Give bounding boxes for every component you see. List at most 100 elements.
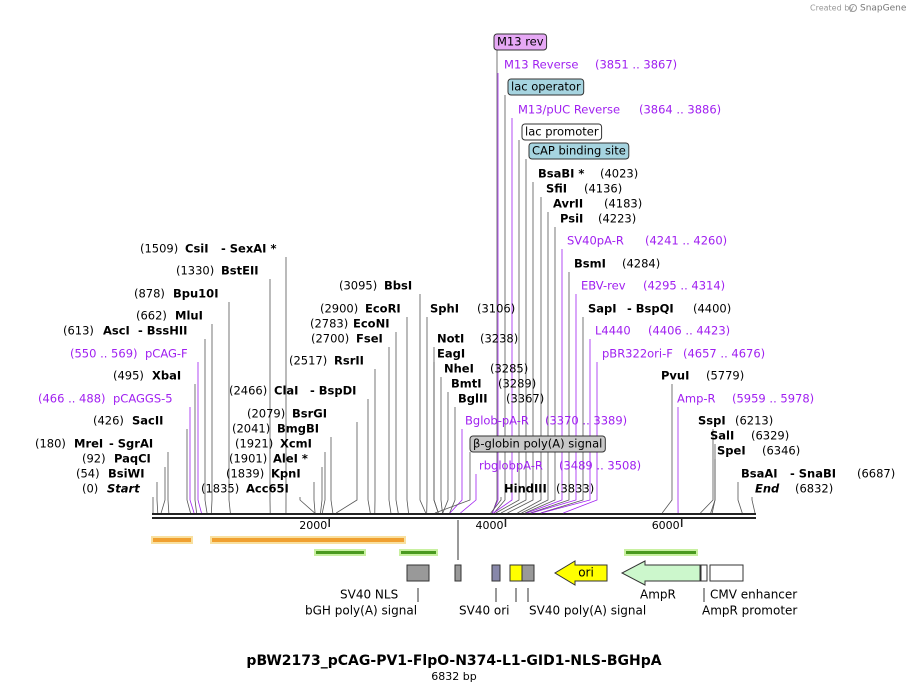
site-name-alt: - BspQI xyxy=(627,302,674,316)
axis-tick-label: 4000 xyxy=(475,519,503,532)
site-name: SphI xyxy=(430,302,459,316)
site-name: HindIII xyxy=(504,482,547,496)
feature-name: β-globin poly(A) signal xyxy=(473,437,602,451)
primer-name: L4440 xyxy=(595,324,631,338)
site-location: (495) xyxy=(113,369,144,383)
site-location: (3285) xyxy=(490,362,528,376)
feature-arrows xyxy=(151,520,744,602)
site-line xyxy=(737,482,743,514)
site-line xyxy=(320,467,323,514)
site-location: (2900) xyxy=(320,302,358,316)
feature-box xyxy=(521,123,603,141)
site-line xyxy=(460,474,477,514)
site-location: (6832) xyxy=(795,482,833,496)
site-name: BbsI xyxy=(384,279,412,293)
site-location: (3238) xyxy=(480,332,518,346)
site-location: (4406 .. 4423) xyxy=(648,324,730,338)
site-line xyxy=(395,332,399,514)
feature-label: bGH poly(A) signal xyxy=(305,604,417,618)
site-name: PsiI xyxy=(560,212,583,226)
feature-label: ori xyxy=(578,566,594,580)
site-name: Bpu10I xyxy=(173,287,218,301)
site-name: PaqCI xyxy=(114,452,151,466)
axis-tick-label: 2000 xyxy=(299,519,327,532)
site-location: (4400) xyxy=(693,302,731,316)
site-location: (1901) xyxy=(229,452,267,466)
site-location: (4295 .. 4314) xyxy=(643,279,725,293)
primer-name: rbglobpA-R xyxy=(479,459,543,473)
site-name: BglII xyxy=(458,392,488,406)
site-name: EcoNI xyxy=(353,317,389,331)
site-name: SapI xyxy=(588,302,617,316)
site-location: (92) xyxy=(82,452,106,466)
site-line xyxy=(700,429,714,514)
site-line xyxy=(521,212,549,514)
site-line xyxy=(530,272,570,514)
feature-label: CMV enhancer xyxy=(710,588,797,602)
feature-name: M13 rev xyxy=(497,35,544,49)
site-location: (1921) xyxy=(235,437,273,451)
site-name: BsaBI * xyxy=(538,167,584,181)
site-location: (466 .. 488) xyxy=(38,392,106,406)
feature-box xyxy=(493,33,548,51)
site-line xyxy=(507,182,534,514)
site-line xyxy=(495,140,520,514)
site-location: (1839) xyxy=(226,467,264,481)
primer-name: M13/pUC Reverse xyxy=(518,103,620,117)
credit-brand: SnapGene xyxy=(860,4,907,14)
site-location: (2700) xyxy=(311,332,349,346)
site-location: (5959 .. 5978) xyxy=(732,392,814,406)
site-name-alt: - BspDI xyxy=(310,384,356,398)
primer-name: EBV-rev xyxy=(581,279,626,293)
site-line xyxy=(449,407,456,514)
site-location: (5779) xyxy=(706,369,744,383)
site-location: (3289) xyxy=(498,377,536,391)
site-line xyxy=(517,197,542,514)
site-location: (3864 .. 3886) xyxy=(639,103,721,117)
site-name: BmtI xyxy=(451,377,482,391)
site-location: (2041) xyxy=(232,422,270,436)
feature-box xyxy=(528,142,630,160)
site-line xyxy=(563,362,598,514)
site-name: SspI xyxy=(698,414,726,428)
site-name: End xyxy=(755,482,780,496)
site-location: (3095) xyxy=(339,279,377,293)
site-line xyxy=(313,482,316,514)
site-name: BsrGI xyxy=(292,407,327,421)
site-line xyxy=(531,294,577,514)
site-location: (4284) xyxy=(622,257,660,271)
site-location: (550 .. 569) xyxy=(70,347,138,361)
site-location: (6346) xyxy=(762,444,800,458)
site-line xyxy=(440,377,443,514)
site-line xyxy=(194,384,198,514)
site-location: (2079) xyxy=(247,407,285,421)
primer-name: pCAGGS-5 xyxy=(113,392,173,406)
site-location: (0) xyxy=(82,482,98,496)
site-line xyxy=(433,362,439,514)
site-location: (1509) xyxy=(140,242,178,256)
feature-box xyxy=(507,78,585,96)
feature-box xyxy=(469,435,606,453)
site-location: (4241 .. 4260) xyxy=(645,234,727,248)
primer-name: pBR322ori-F xyxy=(602,347,673,361)
feature-label: AmpR promoter xyxy=(702,604,797,618)
feature-label: SV40 poly(A) signal xyxy=(529,604,646,618)
site-name: SacII xyxy=(132,414,163,428)
site-name: NotI xyxy=(437,332,464,346)
site-location: (3370 .. 3389) xyxy=(545,414,627,428)
site-name: EagI xyxy=(437,347,465,361)
site-location: (4183) xyxy=(604,197,642,211)
site-name: BsaAI xyxy=(741,467,778,481)
site-line xyxy=(493,118,513,514)
site-line xyxy=(330,437,334,514)
axis-tick-label: 6000 xyxy=(652,519,680,532)
primer-name: M13 Reverse xyxy=(504,58,578,72)
site-location: (613) xyxy=(63,324,94,338)
primer-name: Amp-R xyxy=(677,392,716,406)
logo xyxy=(849,4,857,12)
site-name: BstEII xyxy=(221,264,259,278)
site-location: (3489 .. 3508) xyxy=(559,459,641,473)
site-name-alt: - SgrAI xyxy=(109,437,153,451)
site-line xyxy=(186,429,191,514)
